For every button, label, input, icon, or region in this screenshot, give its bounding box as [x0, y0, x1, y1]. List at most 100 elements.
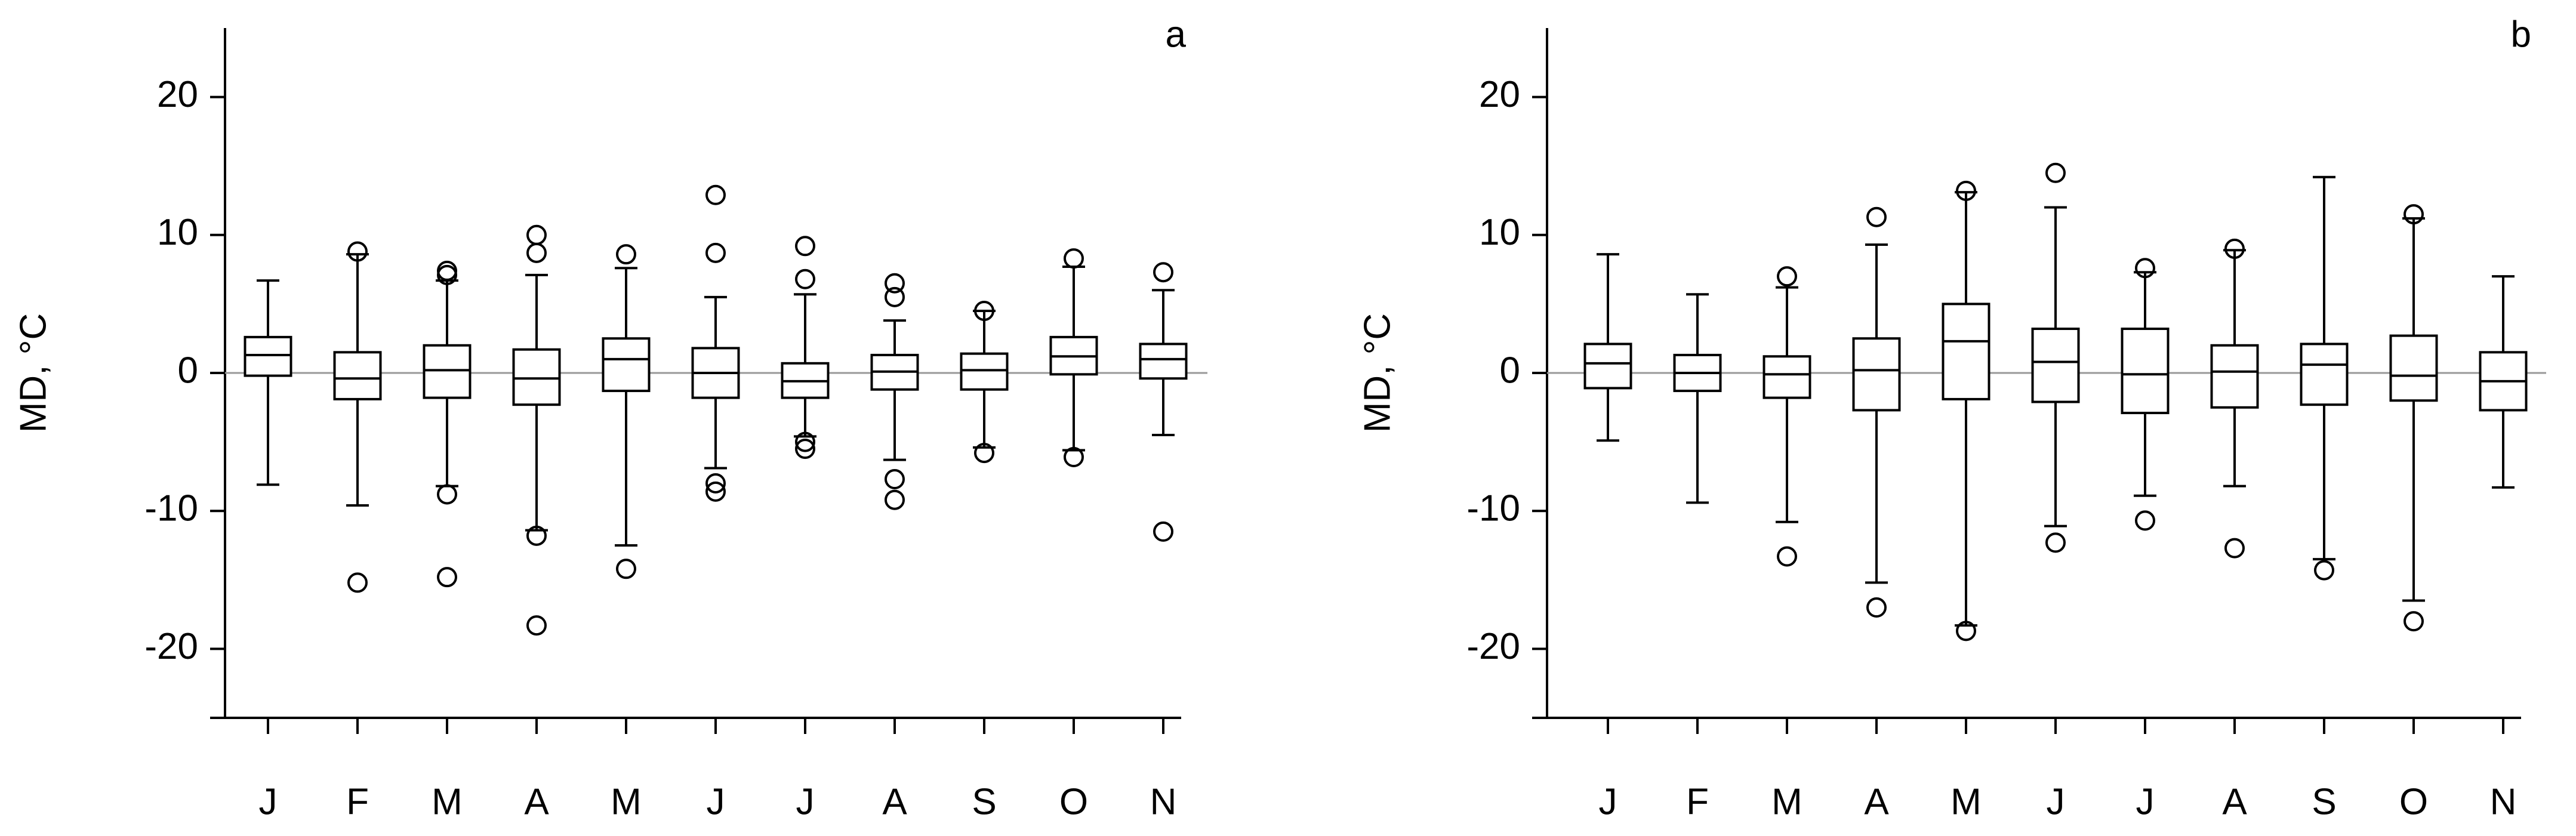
x-tick-label: S — [972, 781, 996, 822]
outlier — [2045, 162, 2066, 183]
box — [602, 337, 651, 393]
box — [2121, 328, 2170, 415]
outlier — [1956, 180, 1976, 201]
outlier — [1956, 621, 1976, 641]
outlier — [2224, 538, 2245, 559]
outlier — [437, 484, 457, 505]
box — [1942, 303, 1990, 400]
outlier — [2314, 560, 2334, 581]
x-tick-label: J — [707, 781, 725, 822]
outlier — [437, 264, 457, 285]
box — [333, 351, 382, 400]
x-tick-label: M — [432, 781, 463, 822]
outlier — [705, 184, 726, 205]
outlier — [347, 241, 368, 262]
outlier — [1777, 546, 1797, 567]
y-axis-label: MD, °C — [1357, 313, 1398, 433]
y-tick-label: 10 — [1479, 212, 1520, 253]
box — [512, 348, 561, 406]
outlier — [437, 260, 457, 281]
y-tick-label: 0 — [1500, 350, 1520, 391]
outlier — [885, 469, 905, 490]
outlier — [885, 489, 905, 510]
panel: a MD, °C -20 -10 0 10 20 J F M A M J J A S O N — [13, 14, 1207, 822]
box — [2031, 328, 2080, 403]
outlier — [526, 525, 547, 546]
outlier — [795, 269, 815, 289]
x-tick-label: O — [1059, 781, 1088, 822]
box — [423, 344, 472, 399]
outlier — [885, 273, 905, 294]
outlier — [795, 236, 815, 257]
outlier — [705, 473, 726, 493]
outlier — [1064, 447, 1084, 468]
x-tick-label: M — [1771, 781, 1802, 822]
outlier — [1153, 521, 1173, 542]
outlier — [437, 567, 457, 588]
x-tick-label: F — [1686, 781, 1709, 822]
panel: b MD, °C -20 -10 0 10 20 J F M A M J J A S O N — [1357, 14, 2546, 822]
x-tick-label: A — [1864, 781, 1889, 822]
x-tick-label: J — [2047, 781, 2065, 822]
y-tick-label: 0 — [178, 350, 198, 391]
outlier — [705, 242, 726, 263]
box — [2210, 344, 2259, 409]
x-tick-label: N — [1150, 781, 1177, 822]
outlier — [1777, 266, 1797, 287]
outlier — [526, 615, 547, 636]
outlier — [1866, 597, 1887, 618]
outlier — [2135, 258, 2155, 279]
y-tick-label: -10 — [144, 488, 198, 529]
outlier — [2404, 611, 2424, 632]
y-axis-label: MD, °C — [13, 313, 54, 433]
x-tick-label: J — [796, 781, 815, 822]
x-tick-label: N — [2490, 781, 2517, 822]
outlier — [2045, 532, 2066, 553]
outlier — [795, 431, 815, 452]
box — [1139, 343, 1188, 380]
x-tick-label: J — [1599, 781, 1617, 822]
box — [2389, 334, 2438, 402]
x-tick-label: J — [259, 781, 278, 822]
box — [244, 335, 292, 377]
outlier — [2224, 238, 2245, 259]
y-tick-label: -20 — [144, 626, 198, 667]
box — [1852, 337, 1901, 412]
x-tick-label: O — [2399, 781, 2428, 822]
outlier — [616, 559, 636, 579]
outlier — [885, 286, 905, 307]
x-tick-label: A — [2222, 781, 2247, 822]
box — [960, 352, 1009, 391]
outlier — [974, 443, 994, 464]
outlier — [526, 224, 547, 245]
outlier — [1153, 262, 1173, 283]
y-tick-label: 10 — [157, 212, 198, 253]
outlier — [2135, 510, 2155, 531]
outlier — [347, 572, 368, 593]
outlier — [616, 244, 636, 265]
box — [2300, 343, 2349, 406]
x-tick-label: A — [524, 781, 549, 822]
outlier — [705, 481, 726, 502]
panel-label: a — [1166, 14, 1187, 55]
box — [1762, 355, 1811, 399]
y-tick-label: -20 — [1466, 626, 1520, 667]
x-tick-label: S — [2312, 781, 2336, 822]
x-tick-label: F — [346, 781, 369, 822]
outlier — [1064, 248, 1084, 269]
box — [1583, 343, 1632, 390]
y-tick-label: 20 — [1479, 74, 1520, 115]
panel-label: b — [2511, 14, 2531, 55]
outlier — [1866, 206, 1887, 227]
outlier — [795, 439, 815, 459]
y-tick-label: 20 — [157, 74, 198, 115]
x-tick-label: A — [882, 781, 907, 822]
x-tick-label: M — [1951, 781, 1982, 822]
y-tick-label: -10 — [1466, 488, 1520, 529]
x-tick-label: M — [611, 781, 642, 822]
x-tick-label: J — [2136, 781, 2155, 822]
outlier — [974, 300, 994, 321]
outlier — [526, 242, 547, 263]
outlier — [2404, 204, 2424, 225]
